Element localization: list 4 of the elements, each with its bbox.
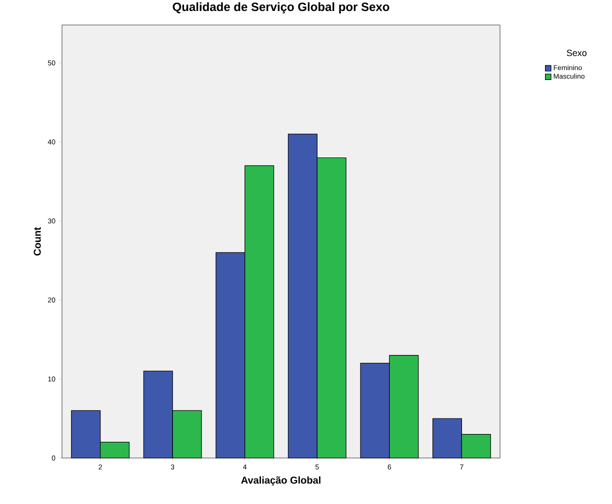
y-axis-title: Count bbox=[34, 227, 41, 256]
chart-title: Qualidade de Serviço Global por Sexo bbox=[172, 2, 390, 14]
x-axis-title: Avaliação Global bbox=[241, 476, 320, 486]
legend-title: Sexo bbox=[566, 50, 587, 56]
